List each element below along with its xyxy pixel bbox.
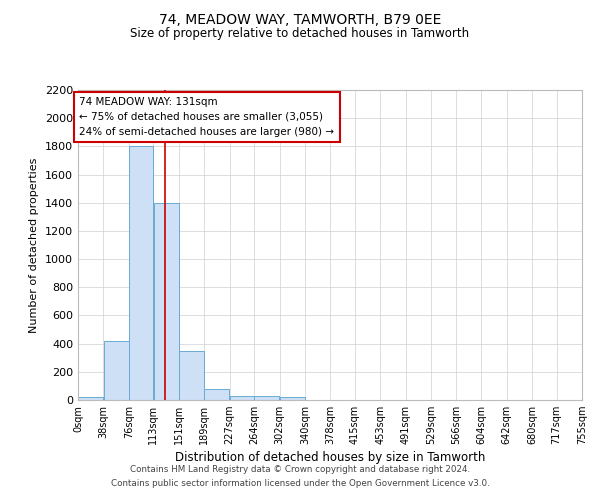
- Text: Size of property relative to detached houses in Tamworth: Size of property relative to detached ho…: [130, 28, 470, 40]
- Bar: [205, 388, 229, 400]
- X-axis label: Distribution of detached houses by size in Tamworth: Distribution of detached houses by size …: [175, 452, 485, 464]
- Y-axis label: Number of detached properties: Number of detached properties: [29, 158, 40, 332]
- Text: 74 MEADOW WAY: 131sqm
← 75% of detached houses are smaller (3,055)
24% of semi-d: 74 MEADOW WAY: 131sqm ← 75% of detached …: [79, 97, 334, 136]
- Bar: [179, 350, 204, 400]
- Bar: [154, 202, 179, 400]
- Bar: [230, 396, 254, 400]
- Bar: [280, 397, 305, 400]
- Bar: [104, 341, 128, 400]
- Bar: [129, 146, 153, 400]
- Bar: [254, 396, 280, 400]
- Text: Contains HM Land Registry data © Crown copyright and database right 2024.
Contai: Contains HM Land Registry data © Crown c…: [110, 466, 490, 487]
- Text: 74, MEADOW WAY, TAMWORTH, B79 0EE: 74, MEADOW WAY, TAMWORTH, B79 0EE: [159, 12, 441, 26]
- Bar: [78, 397, 103, 400]
